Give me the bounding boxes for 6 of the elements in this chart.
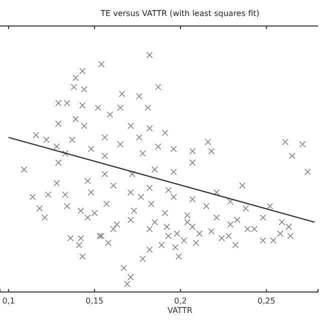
x-tick-label: 0,2	[174, 296, 187, 306]
x-tick-label: 0,15	[86, 296, 104, 306]
x-tick-label: 0,1	[2, 296, 15, 306]
x-axis-title: VATTR	[167, 306, 193, 315]
chart-title: TE versus VATTR (with least squares fit)	[100, 9, 260, 18]
x-tick-label: 0,25	[258, 296, 276, 306]
